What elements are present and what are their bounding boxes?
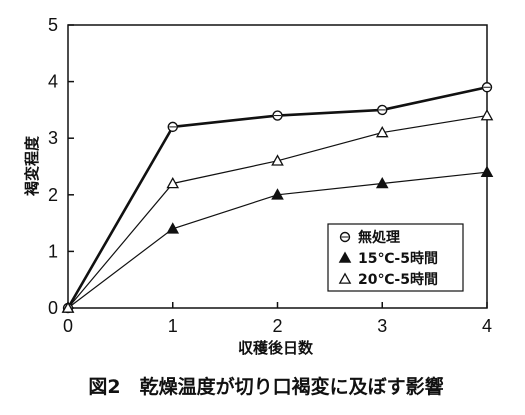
legend-label: 15℃-5時間 <box>358 250 438 267</box>
x-axis-ticks: 0 1 2 3 4 <box>63 302 492 336</box>
y-tick-label: 0 <box>48 298 58 318</box>
x-tick-label: 1 <box>168 316 178 336</box>
data-point <box>482 110 492 119</box>
legend: 無処理 15℃-5時間 20℃-5時間 <box>328 224 463 291</box>
figure-caption: 図2 乾燥温度が切り口褐変に及ぼす影響 <box>88 375 443 398</box>
y-axis-ticks: 0 1 2 3 4 5 <box>48 15 74 318</box>
y-tick-label: 3 <box>48 128 58 148</box>
legend-label: 無処理 <box>358 229 400 246</box>
x-tick-label: 0 <box>63 316 73 336</box>
y-axis-title: 褐変程度 <box>23 135 41 197</box>
x-tick-label: 2 <box>272 316 282 336</box>
data-point <box>168 224 178 233</box>
x-tick-label: 4 <box>482 316 492 336</box>
legend-label: 20℃-5時間 <box>358 271 438 288</box>
y-tick-label: 1 <box>48 241 58 261</box>
y-tick-label: 5 <box>48 15 58 35</box>
y-tick-label: 2 <box>48 185 58 205</box>
data-point <box>482 167 492 176</box>
x-tick-label: 3 <box>377 316 387 336</box>
x-axis-title: 収穫後日数 <box>238 339 314 357</box>
y-tick-label: 4 <box>48 72 58 92</box>
